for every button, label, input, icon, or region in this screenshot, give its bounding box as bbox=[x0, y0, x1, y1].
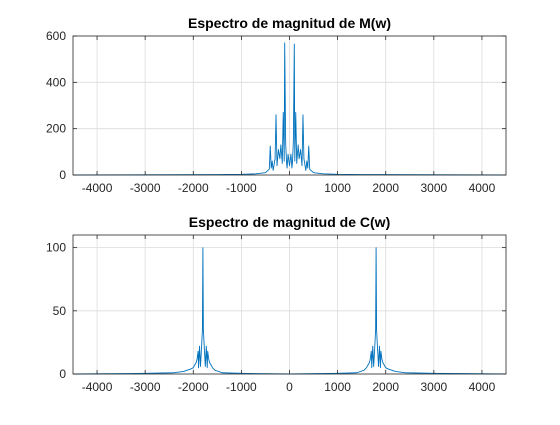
chart-title: Espectro de magnitud de M(w) bbox=[188, 15, 391, 31]
chart-panel-1: -4000 -3000 -2000 -1000 0 1000 2000 3000 4000 0 20… bbox=[46, 15, 507, 195]
x-tick-label: 0 bbox=[286, 380, 293, 394]
x-tick-label: 0 bbox=[286, 181, 293, 195]
x-tick-label: -1000 bbox=[226, 380, 257, 394]
x-tick-label: 2000 bbox=[372, 181, 399, 195]
x-tick-label: -2000 bbox=[178, 380, 209, 394]
y-tick-label: 600 bbox=[46, 29, 66, 43]
x-tick-label: 1000 bbox=[324, 181, 351, 195]
y-tick-label: 0 bbox=[59, 168, 66, 182]
y-tick-label: 100 bbox=[46, 241, 66, 255]
chart-panel-2: -4000 -3000 -2000 -1000 0 1000 2000 3000 4000 0 50… bbox=[46, 214, 507, 394]
x-tick-label: -3000 bbox=[130, 181, 161, 195]
series-line-1 bbox=[72, 42, 507, 176]
x-tick-label: 1000 bbox=[324, 380, 351, 394]
x-tick-label: -2000 bbox=[178, 181, 209, 195]
x-tick-label: 4000 bbox=[469, 181, 496, 195]
chart-title: Espectro de magnitud de C(w) bbox=[189, 214, 390, 230]
x-tick-label: -4000 bbox=[82, 380, 113, 394]
y-tick-label: 400 bbox=[46, 75, 66, 89]
y-tick-label: 200 bbox=[46, 122, 66, 136]
x-tick-label: 4000 bbox=[469, 380, 496, 394]
x-tick-label: 3000 bbox=[420, 181, 447, 195]
x-tick-label: -1000 bbox=[226, 181, 257, 195]
x-tick-label: 3000 bbox=[420, 380, 447, 394]
y-tick-label: 50 bbox=[53, 304, 67, 318]
y-tick-label: 0 bbox=[59, 367, 66, 381]
x-tick-label: 2000 bbox=[372, 380, 399, 394]
x-tick-label: -3000 bbox=[130, 380, 161, 394]
x-tick-label: -4000 bbox=[82, 181, 113, 195]
